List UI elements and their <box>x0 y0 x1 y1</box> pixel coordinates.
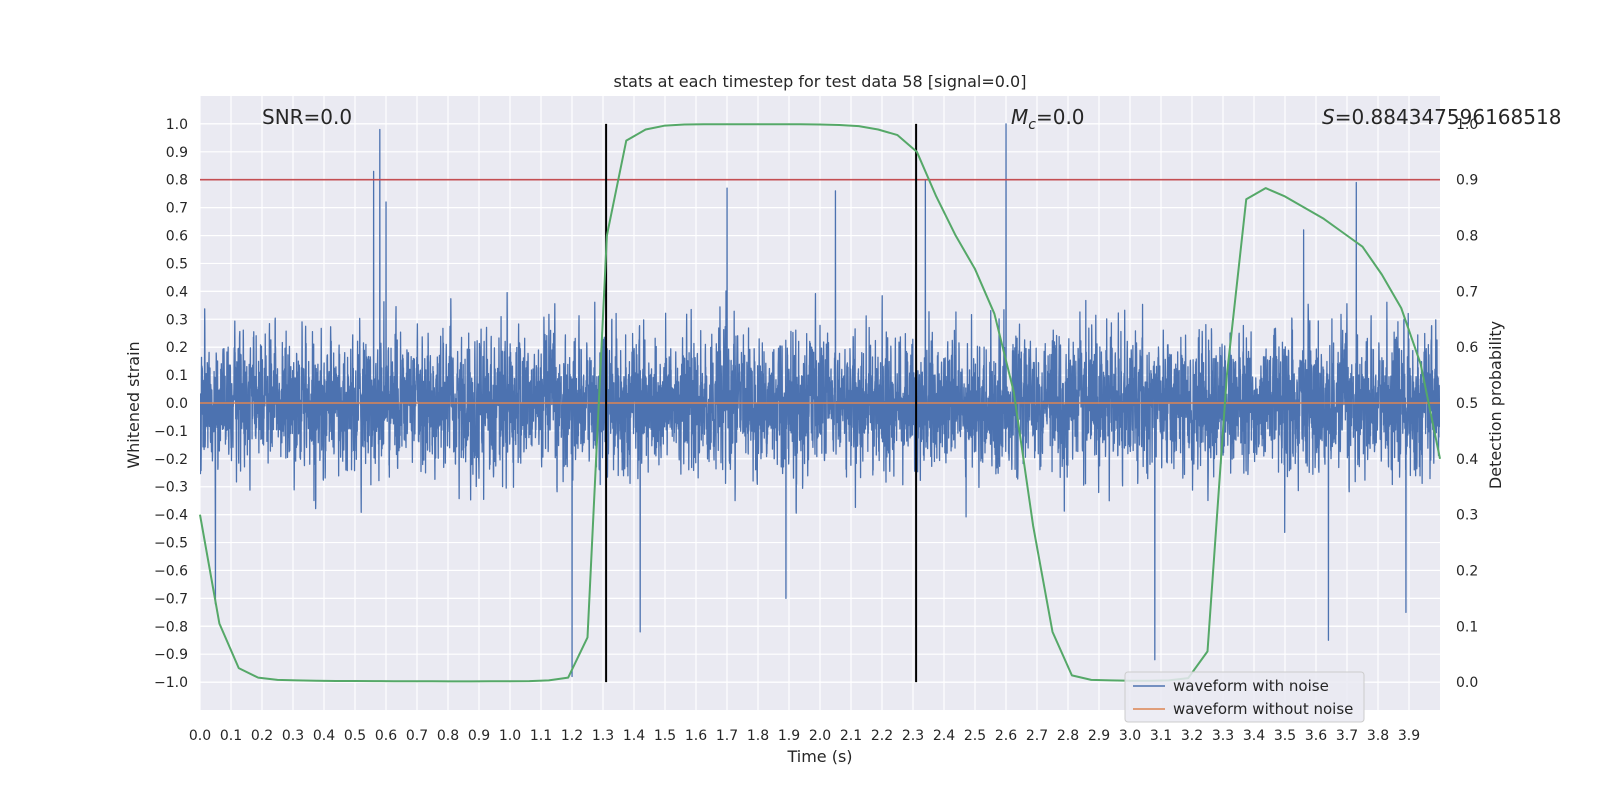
x-tick-label: 1.4 <box>623 728 645 744</box>
legend: waveform with noise waveform without noi… <box>1124 671 1365 723</box>
x-tick-label: 0.0 <box>189 728 211 744</box>
x-tick-label: 1.3 <box>592 728 614 744</box>
y-right-tick-label: 0.5 <box>1456 396 1478 412</box>
score-annotation: S=0.884347596168518 <box>1322 105 1561 129</box>
chart-title: stats at each timestep for test data 58 … <box>614 72 1027 91</box>
x-tick-label: 2.3 <box>902 728 924 744</box>
x-tick-label: 3.5 <box>1274 728 1296 744</box>
x-tick-label: 0.2 <box>251 728 273 744</box>
y-tick-label: 0.6 <box>166 229 188 245</box>
x-tick-labels: 0.0 0.1 0.2 0.3 0.4 0.5 0.6 0.7 0.8 0.9 1.0 1.1 1.2 1… <box>189 728 1420 744</box>
y-right-tick-label: 0.0 <box>1456 675 1478 691</box>
plot-layer <box>200 123 1440 678</box>
score-value: =0.884347596168518 <box>1335 105 1562 129</box>
x-tick-label: 0.3 <box>282 728 304 744</box>
x-tick-label: 1.9 <box>778 728 800 744</box>
legend-label-with-noise: waveform with noise <box>1173 677 1329 695</box>
y-right-tick-label: 0.4 <box>1456 452 1478 468</box>
x-tick-label: 1.2 <box>561 728 583 744</box>
x-tick-label: 1.0 <box>499 728 521 744</box>
x-tick-label: 2.9 <box>1088 728 1110 744</box>
y-tick-label: −0.3 <box>154 480 188 496</box>
chirp-mass-value: =0.0 <box>1036 105 1085 129</box>
y-tick-label: 0.9 <box>166 145 188 161</box>
x-tick-label: 1.8 <box>747 728 769 744</box>
y-tick-label: 0.8 <box>166 173 188 189</box>
x-tick-label: 3.3 <box>1212 728 1234 744</box>
x-tick-label: 1.7 <box>716 728 738 744</box>
legend-box <box>1124 671 1365 723</box>
y-right-tick-label: 0.1 <box>1456 619 1478 635</box>
y-tick-label: −0.1 <box>154 424 188 440</box>
x-tick-label: 0.6 <box>375 728 397 744</box>
chirp-mass-symbol: M <box>1011 105 1028 129</box>
chirp-mass-annotation: Mc=0.0 <box>1011 105 1085 133</box>
y-tick-label: 1.0 <box>166 117 188 133</box>
y-tick-label: 0.1 <box>166 368 188 384</box>
score-symbol: S <box>1322 105 1335 129</box>
x-tick-label: 2.0 <box>809 728 831 744</box>
x-tick-label: 2.2 <box>871 728 893 744</box>
x-tick-label: 2.8 <box>1057 728 1079 744</box>
x-tick-label: 2.5 <box>964 728 986 744</box>
legend-label-without-noise: waveform without noise <box>1173 700 1353 718</box>
y-tick-label: −0.2 <box>154 452 188 468</box>
y-tick-label: −1.0 <box>154 675 188 691</box>
x-tick-label: 0.5 <box>344 728 366 744</box>
x-tick-label: 0.4 <box>313 728 335 744</box>
series-detection-probability <box>199 123 1441 683</box>
x-tick-label: 1.6 <box>685 728 707 744</box>
y-right-tick-label: 0.6 <box>1456 340 1478 356</box>
x-tick-label: 3.1 <box>1150 728 1172 744</box>
x-tick-label: 2.6 <box>995 728 1017 744</box>
y-tick-label: 0.5 <box>166 256 188 272</box>
x-tick-label: 3.7 <box>1336 728 1358 744</box>
y-right-tick-label: 0.2 <box>1456 563 1478 579</box>
x-axis-label: Time (s) <box>786 747 852 766</box>
x-tick-label: 0.7 <box>406 728 428 744</box>
x-tick-label: 3.2 <box>1181 728 1203 744</box>
y-right-tick-label: 0.3 <box>1456 508 1478 524</box>
x-tick-label: 0.1 <box>220 728 242 744</box>
y-tick-label: −0.4 <box>154 508 188 524</box>
y-tick-labels: −1.0 −0.9 −0.8 −0.7 −0.6 −0.5 −0.4 −0.3 −0.2 −0.1… <box>154 117 188 691</box>
x-tick-label: 0.8 <box>437 728 459 744</box>
x-tick-label: 3.8 <box>1367 728 1389 744</box>
y-right-axis-label: Detection probability <box>1486 321 1505 489</box>
y-right-tick-label: 0.8 <box>1456 229 1478 245</box>
x-tick-label: 1.1 <box>530 728 552 744</box>
series-waveform-with-noise <box>200 123 1440 678</box>
y-tick-label: 0.7 <box>166 201 188 217</box>
y-tick-label: −0.7 <box>154 591 188 607</box>
y-tick-label: 0.0 <box>166 396 188 412</box>
y-tick-label: −0.5 <box>154 536 188 552</box>
y-axis-label: Whitened strain <box>124 341 143 468</box>
y-right-tick-label: 0.7 <box>1456 284 1478 300</box>
y-tick-label: 0.3 <box>166 312 188 328</box>
y-tick-label: −0.6 <box>154 563 188 579</box>
x-tick-label: 3.9 <box>1398 728 1420 744</box>
x-tick-label: 3.6 <box>1305 728 1327 744</box>
x-tick-label: 0.9 <box>468 728 490 744</box>
y-tick-label: −0.8 <box>154 619 188 635</box>
y-right-tick-label: 0.9 <box>1456 173 1478 189</box>
x-tick-label: 2.1 <box>840 728 862 744</box>
y-tick-label: 0.4 <box>166 284 188 300</box>
x-tick-label: 1.5 <box>654 728 676 744</box>
chirp-mass-subscript: c <box>1028 117 1036 133</box>
y-right-tick-label: 1.0 <box>1456 117 1478 133</box>
x-tick-label: 3.4 <box>1243 728 1265 744</box>
y-tick-label: 0.2 <box>166 340 188 356</box>
x-tick-label: 2.4 <box>933 728 955 744</box>
y-tick-label: −0.9 <box>154 647 188 663</box>
overlay-layer <box>199 123 1441 683</box>
y-right-tick-labels: 0.0 0.1 0.2 0.3 0.4 0.5 0.6 0.7 0.8 0.9 1.0 <box>1456 117 1478 691</box>
x-tick-label: 2.7 <box>1026 728 1048 744</box>
snr-annotation: SNR=0.0 <box>262 105 352 129</box>
x-tick-label: 3.0 <box>1119 728 1141 744</box>
